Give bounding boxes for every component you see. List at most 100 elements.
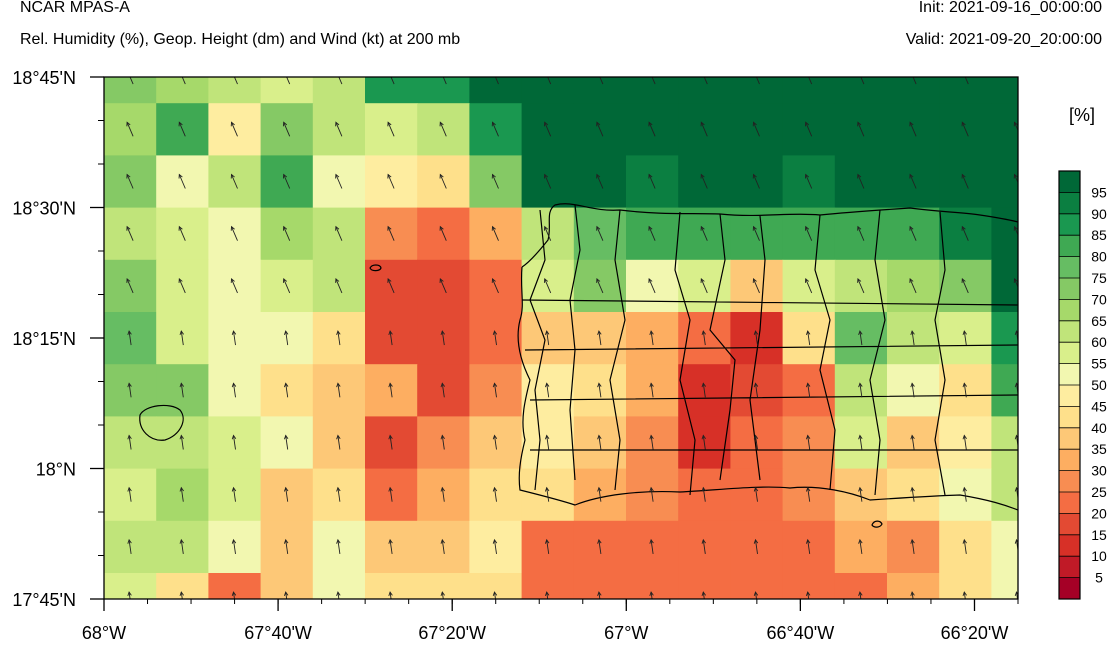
wind-arrow (804, 173, 813, 189)
wind-arrow (962, 486, 967, 502)
wind-arrow (962, 382, 967, 398)
colorbar-swatch (1059, 278, 1080, 300)
wind-arrow (1014, 591, 1018, 599)
wind-arrow (648, 225, 656, 241)
wind-arrow (440, 538, 445, 554)
wind-arrow (387, 277, 395, 294)
wind-arrow (335, 277, 343, 294)
wind-arrow (910, 382, 915, 398)
colorbar-swatch (1059, 171, 1080, 193)
wind-arrow (492, 486, 498, 502)
wind-arrow (387, 121, 395, 137)
wind-arrow (909, 225, 917, 241)
wind-arrow (179, 330, 184, 346)
rh-cell (156, 77, 209, 104)
wind-arrow (179, 538, 184, 554)
x-tick-label: 66°20'W (941, 623, 1009, 643)
colorbar-label: 80 (1091, 249, 1107, 265)
wind-arrow (910, 330, 915, 346)
wind-arrow (544, 486, 550, 502)
rh-cell (991, 312, 1018, 365)
wind-arrow (753, 538, 759, 554)
wind-arrow (805, 591, 811, 599)
rh-cell (678, 77, 731, 104)
wind-arrow (910, 434, 915, 450)
wind-arrow (962, 434, 967, 450)
wind-arrow (283, 486, 289, 502)
wind-arrow (753, 330, 759, 346)
wind-arrow (544, 382, 550, 398)
colorbar-swatch (1059, 577, 1080, 600)
y-tick-label: 18°30'N (12, 199, 76, 219)
wind-arrow (388, 382, 393, 398)
wind-arrow (231, 538, 237, 554)
wind-arrow (597, 538, 602, 554)
wind-arrow (440, 330, 445, 346)
wind-arrow (752, 173, 760, 189)
wind-arrow (701, 330, 706, 346)
wind-arrow (178, 173, 186, 189)
x-tick-label: 66°40'W (767, 623, 835, 643)
rh-cell (991, 520, 1018, 574)
colorbar-label: 70 (1091, 291, 1107, 307)
wind-arrow (700, 277, 708, 294)
rh-cell (782, 77, 836, 104)
coastline-borders (139, 203, 1018, 528)
wind-arrow (805, 382, 811, 398)
mona-island (139, 404, 184, 441)
wind-arrow (336, 591, 341, 599)
rh-cell (991, 207, 1018, 261)
wind-arrow (336, 382, 341, 398)
wind-arrow (543, 173, 552, 189)
x-tick-label: 68°W (82, 623, 126, 643)
wind-arrow (596, 121, 604, 137)
colorbar-swatch (1059, 192, 1080, 215)
wind-arrow (543, 277, 552, 294)
colorbar-swatch (1059, 556, 1080, 578)
wind-arrow (335, 121, 343, 137)
colorbar-swatch (1059, 385, 1080, 407)
wind-arrow (230, 121, 238, 137)
colorbar-swatch (1059, 363, 1080, 386)
wind-arrow (701, 486, 706, 502)
wind-arrow (961, 225, 969, 241)
rh-cell (991, 259, 1018, 313)
wind-arrow (858, 434, 863, 450)
wind-arrow (178, 121, 186, 137)
wind-arrow (804, 277, 813, 294)
wind-arrow (388, 330, 393, 346)
wind-arrow (388, 486, 393, 502)
wind-arrow (649, 486, 654, 502)
wind-arrow (961, 277, 969, 294)
rh-cell (939, 77, 992, 104)
rh-cell (208, 77, 262, 104)
y-tick-label: 18°45'N (12, 68, 76, 88)
colorbar-swatch (1059, 320, 1080, 343)
chart-subtitle: Rel. Humidity (%), Geop. Height (dm) and… (20, 31, 461, 48)
wind-arrow (649, 382, 654, 398)
colorbar-swatch (1059, 470, 1080, 493)
wind-arrow (492, 538, 498, 554)
wind-arrow (701, 434, 706, 450)
wind-arrow (388, 591, 393, 599)
wind-arrow (649, 538, 654, 554)
wind-arrow (597, 330, 602, 346)
wind-arrow (282, 225, 291, 241)
rh-cell (834, 77, 888, 104)
rh-cell (626, 77, 679, 104)
wind-arrow (387, 225, 395, 241)
colorbar-label: 35 (1091, 441, 1107, 457)
wind-arrow (127, 434, 132, 450)
wind-arrow (543, 225, 552, 241)
wind-arrow (230, 225, 238, 241)
wind-arrow (909, 121, 917, 137)
colorbar-label: 20 (1091, 505, 1107, 521)
wind-arrow (492, 330, 498, 346)
wind-arrow (857, 121, 865, 137)
wind-arrow (126, 225, 134, 241)
caja-de-muertos (871, 520, 883, 528)
colorbar-label: 50 (1091, 377, 1107, 393)
wind-arrow (544, 330, 550, 346)
wind-arrow (439, 121, 447, 137)
colorbar-label: 15 (1091, 527, 1107, 543)
